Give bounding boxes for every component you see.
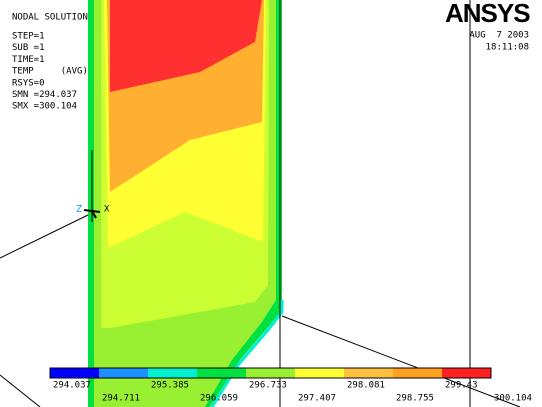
edge-line: [0, 374, 41, 407]
legend-swatch: [295, 368, 344, 378]
legend-swatch: [344, 368, 393, 378]
header-line: TEMP (AVG): [12, 67, 88, 77]
contour-edge: [210, 300, 284, 407]
legend-level: 299.43: [445, 381, 478, 391]
legend-swatch: [442, 368, 491, 378]
header-line: SMN =294.037: [12, 90, 77, 100]
legend-level: 296.059: [200, 394, 238, 404]
legend-level: 298.755: [396, 394, 434, 404]
triad-label: Z: [76, 204, 82, 215]
header-line: RSYS=0: [12, 78, 45, 88]
legend-level: 298.081: [347, 381, 385, 391]
legend-level: 296.733: [249, 381, 287, 391]
header-line: SMX =300.104: [12, 102, 77, 112]
header-line: SUB =1: [12, 43, 45, 53]
legend-level: 295.385: [151, 381, 189, 391]
legend-swatch: [148, 368, 197, 378]
legend-swatch: [99, 368, 148, 378]
legend: 294.037 294.711 295.385 296.059 296.733 297.4…: [49, 367, 532, 404]
header-line: STEP=1: [12, 32, 45, 42]
triad-axis: [91, 210, 97, 219]
legend-swatch: [197, 368, 246, 378]
contour-band: [110, 0, 262, 92]
header-line: TIME=1: [12, 55, 45, 65]
logo: ANSYS: [445, 0, 530, 28]
legend-swatch: [246, 368, 295, 378]
legend-level: 297.407: [298, 394, 336, 404]
legend-border: [49, 367, 492, 379]
edge-line: [281, 315, 521, 407]
date: AUG 7 2003: [469, 31, 529, 41]
edge-line: [0, 214, 89, 259]
legend-level: 300.104: [494, 394, 532, 404]
legend-swatch: [393, 368, 442, 378]
plot-title: NODAL SOLUTION: [12, 13, 88, 23]
time: 18:11:08: [486, 43, 529, 53]
legend-level: 294.037: [53, 381, 91, 391]
legend-level: 294.711: [102, 394, 140, 404]
legend-swatch: [50, 368, 99, 378]
triad-label: X: [104, 205, 110, 215]
